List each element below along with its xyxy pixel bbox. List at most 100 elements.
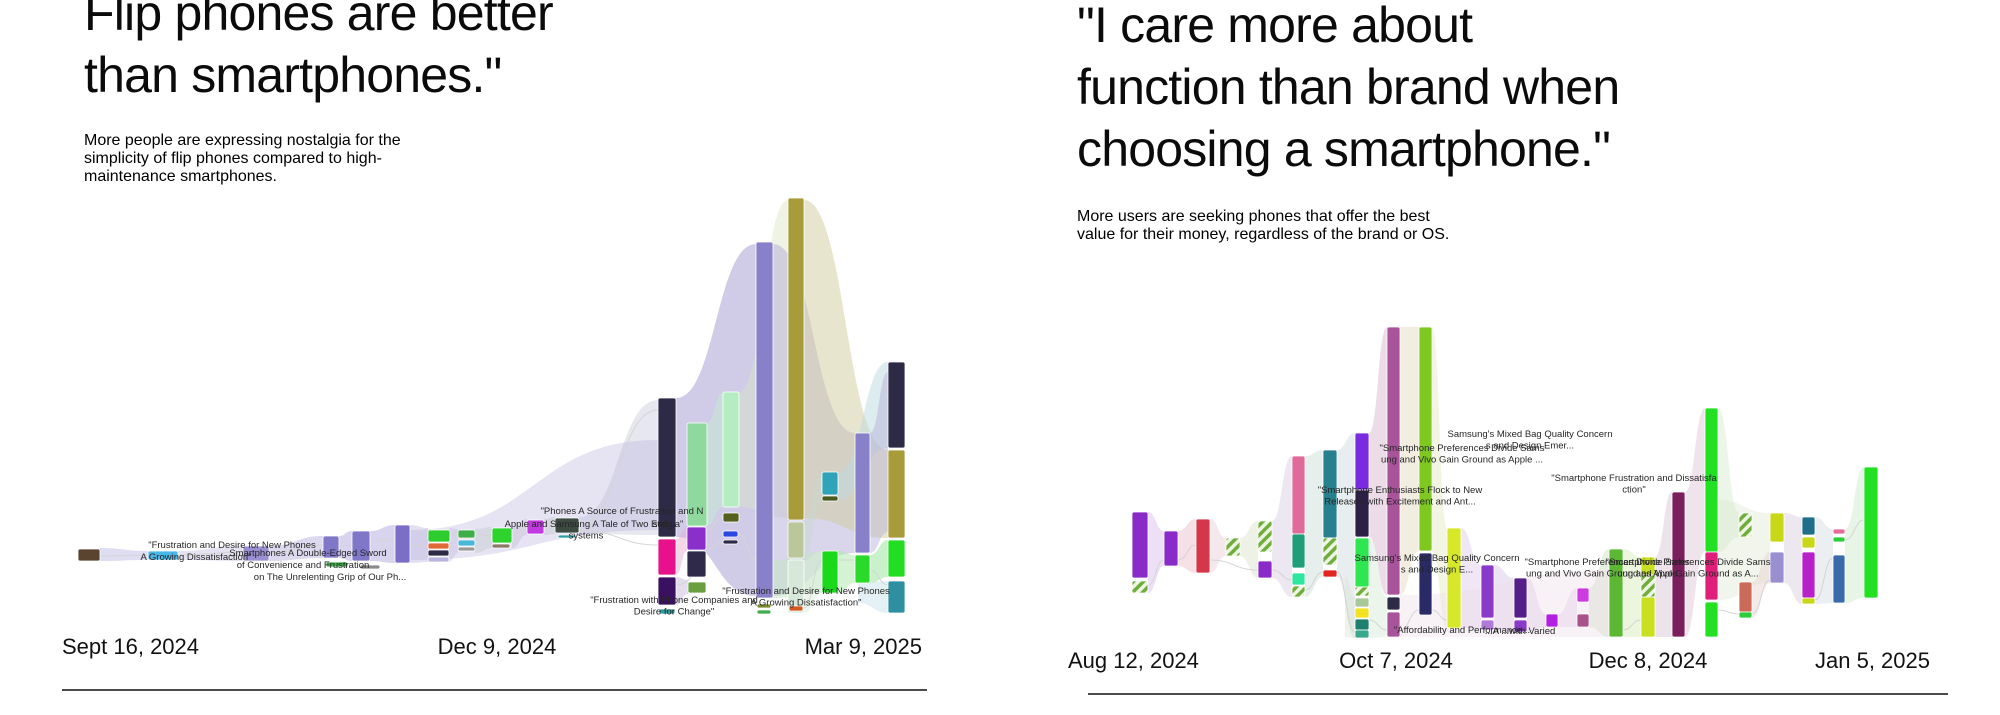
flow-node (1322, 569, 1338, 578)
flow-node-label: "Affordability and Performance... (1394, 625, 1530, 636)
flow-node (427, 542, 450, 550)
panel-flip-phones: Flip phones are better than smartphones.… (84, 0, 704, 202)
flow-ribbon (475, 527, 492, 553)
flow-node (787, 521, 805, 559)
flow-node (686, 550, 707, 578)
flow-node-label: stalgia" (653, 519, 684, 530)
flow-node (788, 605, 804, 612)
headline-line: than smartphones." (84, 47, 502, 103)
flow-node (147, 550, 179, 561)
flow-node (427, 529, 451, 543)
flow-node (1801, 516, 1816, 536)
flow-node (821, 495, 839, 502)
flow-node-label: Smartphones A Double-Edged Sword (229, 548, 386, 559)
flow-ribbon (838, 551, 855, 593)
flow-connector-line (706, 516, 724, 531)
flow-connector-line (869, 569, 889, 586)
flow-node (1131, 580, 1149, 594)
flow-node-label: ung and Vivo Gain Ground as A... (1617, 569, 1758, 580)
x-axis-tick-label: Oct 7, 2024 (1339, 648, 1453, 673)
flow-ribbon (1784, 513, 1802, 604)
headline-line: Flip phones are better (84, 0, 554, 41)
flow-ribbon (1527, 578, 1546, 632)
flow-ribbon (1400, 327, 1419, 595)
flow-node (1257, 520, 1273, 553)
flow-ribbon (1461, 528, 1481, 630)
flow-node (1576, 613, 1590, 628)
flow-node (325, 561, 349, 568)
flow-node (1291, 533, 1306, 569)
flow-node (1386, 611, 1401, 638)
flow-node (1131, 511, 1149, 579)
flow-ribbon (1210, 519, 1226, 573)
flow-node (1545, 613, 1559, 628)
subtitle-line: More users are seeking phones that offer… (1077, 208, 1430, 225)
flow-node (457, 539, 476, 547)
subtitle-line: More people are expressing nostalgia for… (84, 132, 401, 149)
flow-ribbon (707, 392, 723, 526)
flow-connector-line (1717, 609, 1740, 615)
flow-ribbon (1305, 450, 1323, 597)
flow-node (1354, 597, 1370, 608)
flow-ribbon (838, 362, 888, 500)
flow-node-label: of Convenience and Frustration (237, 560, 370, 571)
flow-ribbon (1752, 552, 1770, 618)
flow-node (1195, 518, 1211, 574)
flow-ribbon (1558, 588, 1577, 627)
flow-node (722, 530, 739, 538)
flow-connector-line (578, 409, 659, 526)
flow-node-label: ung and Vivo Gain Ground as Apple ... (1381, 455, 1543, 466)
flow-node (554, 517, 580, 534)
flow-ribbon (870, 372, 888, 553)
flow-node-label: "Smartphone Preferences Divide Sams (1380, 443, 1545, 454)
flow-connector-line (511, 526, 528, 537)
flow-node (756, 603, 772, 609)
flow-connector-line (1431, 609, 1448, 621)
flow-node (1291, 455, 1306, 535)
flow-node-label: "Frustration with Phone Companies and (590, 595, 758, 606)
flow-node (887, 361, 906, 449)
flow-node (1386, 596, 1401, 611)
headline-line: function than brand when (1077, 59, 1620, 115)
x-axis-tick-label: Mar 9, 2025 (805, 634, 922, 659)
flow-ribbon (1432, 327, 1447, 628)
flow-connector-line (1814, 557, 1834, 601)
flow-node (1291, 572, 1306, 586)
flow-node (887, 539, 906, 578)
x-axis-tick-label: Aug 12, 2024 (1068, 648, 1199, 673)
flow-connector-line (474, 533, 493, 537)
flow-node-label: "Smartphone Preferences Divide Sams (1525, 557, 1690, 568)
flow-node-label: Samsung's Mixed Bag Quality Concern (1355, 553, 1520, 564)
flow-node-label: Samsung's Mixed Bag Quality Concern (1448, 429, 1613, 440)
flow-node (1832, 554, 1846, 604)
flow-ribbon (1718, 500, 1770, 600)
flow-ribbon (858, 581, 888, 613)
flow-connector-line (1622, 619, 1642, 631)
flow-node (322, 535, 340, 559)
flow-node-label: "Frustration and Desire for New Phones (148, 540, 316, 551)
flow-node (1225, 537, 1241, 557)
flow-node (1163, 530, 1179, 567)
flow-node (658, 608, 676, 615)
flow-node-label: Apple and Samsung A Tale of Two Eco (505, 519, 668, 530)
flow-ribbon (1494, 565, 1514, 632)
flow-node (1801, 551, 1816, 599)
flow-connector-line (1844, 519, 1865, 541)
flow-node (1801, 536, 1816, 549)
flow-node-label: "Smartphone Frustration and Dissatisfa (1551, 473, 1717, 484)
flow-connector-line (1147, 559, 1165, 586)
flow-node (1354, 489, 1370, 538)
flow-ribbon (1345, 577, 1355, 638)
flow-ribbon (410, 525, 428, 563)
flow-connector-line (578, 529, 659, 546)
flow-ribbon (512, 519, 527, 548)
flow-node (1446, 527, 1462, 629)
flow-node (1640, 596, 1656, 638)
flow-node (427, 556, 450, 563)
flow-node (657, 576, 677, 606)
flow-node (887, 449, 906, 539)
flow-ribbon (100, 548, 148, 561)
